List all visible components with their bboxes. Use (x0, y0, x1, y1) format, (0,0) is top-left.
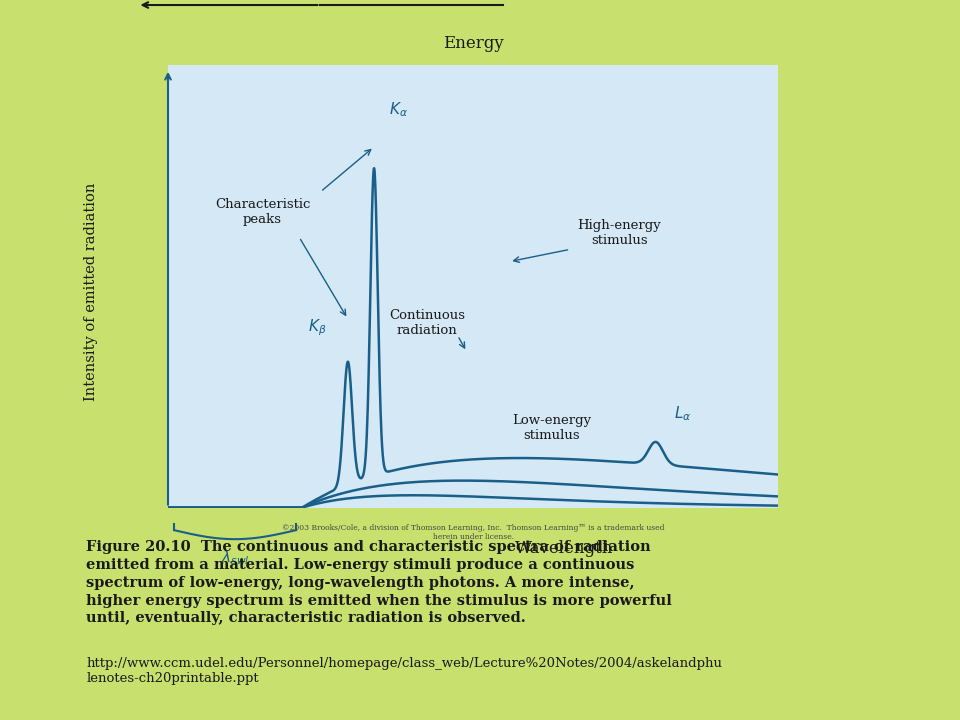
Text: ©2003 Brooks/Cole, a division of Thomson Learning, Inc.  Thomson Learning™ is a : ©2003 Brooks/Cole, a division of Thomson… (282, 524, 664, 541)
Text: $K_{\beta}$: $K_{\beta}$ (308, 317, 326, 338)
Text: Figure 20.10  The continuous and characteristic spectra of radiation
emitted fro: Figure 20.10 The continuous and characte… (86, 540, 672, 626)
Text: $\lambda_{swl}$: $\lambda_{swl}$ (221, 549, 250, 567)
Text: Wavelength: Wavelength (516, 541, 613, 557)
Text: Characteristic
peaks: Characteristic peaks (215, 199, 310, 226)
Text: Low-energy
stimulus: Low-energy stimulus (513, 414, 591, 441)
Text: High-energy
stimulus: High-energy stimulus (577, 219, 661, 247)
Text: Energy: Energy (443, 35, 504, 52)
Text: http://www.ccm.udel.edu/Personnel/homepage/class_web/Lecture%20Notes/2004/askela: http://www.ccm.udel.edu/Personnel/homepa… (86, 657, 722, 685)
Text: $L_{\alpha}$: $L_{\alpha}$ (674, 404, 691, 423)
Text: Intensity of emitted radiation: Intensity of emitted radiation (84, 182, 98, 401)
Text: $K_{\alpha}$: $K_{\alpha}$ (390, 101, 408, 120)
Text: Continuous
radiation: Continuous radiation (389, 309, 465, 337)
